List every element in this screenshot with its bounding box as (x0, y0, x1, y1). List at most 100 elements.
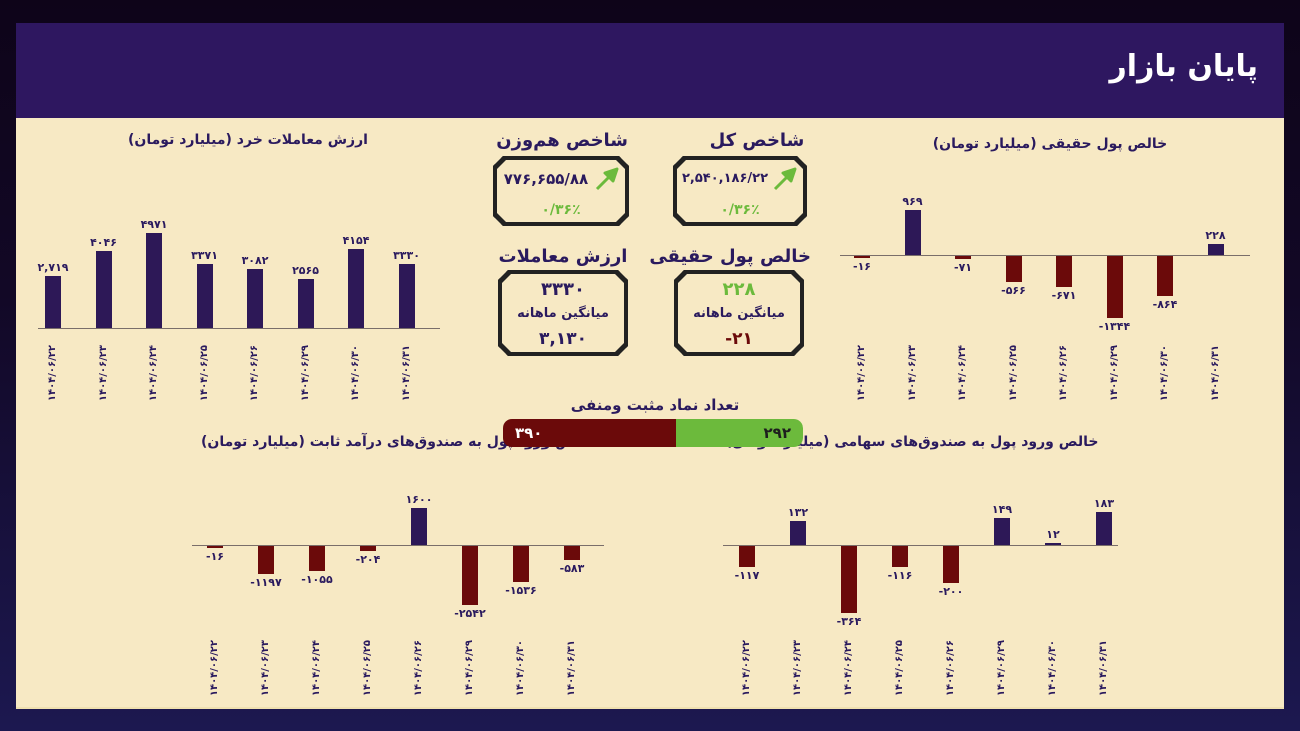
x-axis-date-label: ۱۴۰۴/۰۶/۲۶ (945, 640, 956, 697)
chart-bar (1207, 244, 1224, 255)
chart-bar (411, 507, 427, 545)
x-axis-date-label: ۱۴۰۴/۰۶/۲۵ (362, 640, 373, 697)
chart-bar (398, 264, 415, 328)
x-axis-date-label: ۱۴۰۴/۰۶/۳۱ (1209, 345, 1221, 402)
x-axis-date-label: ۱۴۰۴/۰۶/۳۱ (566, 640, 577, 697)
equal-weight-index-change: ۰/۳۶٪ (541, 202, 581, 218)
bar-value-label: ۲,۷۱۹ (37, 261, 69, 275)
total-index-change: ۰/۳۶٪ (720, 202, 760, 218)
x-axis-date-label: ۱۴۰۴/۰۶/۳۰ (515, 640, 526, 697)
total-index-title: شاخص کل (709, 130, 805, 151)
bar-value-label: -۲۰۰ (938, 584, 964, 598)
trade-value-title: ارزش معاملات (498, 246, 628, 267)
chart-title: خالص پول حقیقی (میلیارد تومان) (932, 136, 1168, 152)
x-axis-date-label: ۱۴۰۴/۰۶/۲۳ (792, 640, 803, 697)
chart-bar (790, 520, 806, 545)
bar-value-label: ۴۹۷۱ (140, 218, 168, 232)
chart-bar (297, 279, 314, 328)
bar-value-label: ۱۳۲ (787, 505, 809, 519)
x-axis-date-label: ۱۴۰۴/۰۶/۲۲ (209, 640, 220, 697)
header-bar: پایان بازار (16, 23, 1284, 118)
x-axis-date-label: ۱۴۰۴/۰۶/۲۵ (894, 640, 905, 697)
x-axis-date-label: ۱۴۰۴/۰۶/۳۱ (400, 345, 412, 402)
total-index-value: ۲,۵۴۰,۱۸۶/۲۲ (681, 171, 769, 186)
bar-value-label: -۶۷۱ (1051, 289, 1077, 302)
x-axis-date-label: ۱۴۰۴/۰۶/۲۴ (311, 640, 322, 697)
bar-value-label: -۲۵۴۲ (454, 607, 486, 621)
chart-bar (1106, 256, 1123, 319)
chart-bar (1056, 256, 1072, 287)
chart-bar (955, 256, 971, 260)
bar-value-label: -۸۶۴ (1152, 297, 1178, 311)
chart-bar (1045, 542, 1061, 545)
equal-weight-index-title: شاخص هم‌وزن (496, 130, 628, 151)
trade-value-avg-label: میانگین ماهانه (517, 306, 609, 321)
bar-value-label: -۱۱۹۷ (250, 575, 282, 589)
negative-symbols-count: ۳۹۰ (515, 424, 543, 442)
bar-value-label: -۷۱ (954, 261, 972, 275)
arrow-up-right-icon (593, 167, 619, 193)
chart-bar (196, 263, 213, 328)
x-axis-line (38, 328, 440, 329)
chart-bar (892, 546, 908, 568)
x-axis-date-label: ۱۴۰۴/۰۶/۲۴ (148, 345, 159, 402)
x-axis-date-label: ۱۴۰۴/۰۶/۲۵ (1007, 345, 1019, 402)
equity-fund-inflow-chart: خالص ورود پول به صندوق‌های سهامی (میلیار… (706, 428, 1118, 708)
symbol-ratio-bar: ۳۹۰ ۲۹۲ (503, 419, 803, 447)
real-money-value: ۲۲۸ (722, 279, 756, 300)
bar-value-label: -۱۱۶ (887, 569, 913, 583)
equal-weight-index-value: ۷۷۶,۶۵۵/۸۸ (503, 170, 589, 188)
trade-value-amount: ۳۳۳۰ (541, 279, 585, 300)
bar-value-label: ۹۶۹ (902, 195, 923, 209)
x-axis-date-label: ۱۴۰۴/۰۶/۲۲ (741, 640, 752, 697)
bar-value-label: -۱۳۴۴ (1098, 320, 1131, 334)
chart-bar (739, 546, 755, 568)
chart-title: خالص ورود پول به صندوق‌های درآمد ثابت (م… (200, 434, 596, 450)
chart-bar (207, 546, 223, 548)
x-axis-date-label: ۱۴۰۴/۰۶/۲۳ (906, 345, 918, 402)
x-axis-date-label: ۱۴۰۴/۰۶/۲۲ (856, 345, 867, 402)
trade-value-card: ۳۳۳۰ میانگین ماهانه ۳,۱۳۰ (498, 270, 628, 356)
chart-bar (841, 546, 857, 613)
x-axis-date-label: ۱۴۰۴/۰۶/۲۳ (97, 345, 109, 402)
arrow-up-right-icon (771, 167, 797, 193)
equal-weight-index-card: ۷۷۶,۶۵۵/۸۸ ۰/۳۶٪ (493, 156, 629, 226)
real-money-avg-value: -۲۱ (725, 329, 753, 349)
x-axis-line (723, 545, 1118, 546)
x-axis-date-label: ۱۴۰۴/۰۶/۲۹ (299, 345, 311, 402)
x-axis-date-label: ۱۴۰۴/۰۶/۳۱ (1098, 640, 1109, 697)
chart-bar (360, 546, 376, 551)
chart-bar (564, 546, 580, 560)
bar-value-label: ۱۶۰۰ (405, 492, 433, 506)
bar-value-label: -۵۸۳ (559, 561, 585, 575)
chart-bar (943, 546, 959, 583)
chart-bar (462, 546, 478, 606)
bar-value-label: -۱۰۵۵ (301, 572, 333, 586)
bar-value-label: -۱۵۳۶ (505, 583, 537, 597)
bar-value-label: ۱۲ (1046, 527, 1060, 541)
trade-value-avg-value: ۳,۱۳۰ (539, 329, 587, 349)
real-money-avg-label: میانگین ماهانه (693, 306, 785, 321)
x-axis-date-label: ۱۴۰۴/۰۶/۲۹ (464, 640, 475, 697)
chart-bar (247, 269, 263, 328)
bar-value-label: ۱۸۳ (1093, 496, 1115, 510)
chart-bar (45, 276, 61, 328)
chart-title: خالص ورود پول به صندوق‌های سهامی (میلیار… (725, 434, 1099, 450)
bar-value-label: ۴۱۵۴ (342, 233, 370, 247)
chart-bar (1096, 511, 1112, 545)
chart-bar (95, 250, 112, 328)
symbol-ratio-title: تعداد نماد مثبت ومنفی (570, 396, 740, 414)
real-money-net-chart: خالص پول حقیقی (میلیارد تومان) -۱۶ ۱۴۰۴/۰… (840, 128, 1250, 418)
bar-value-label: -۵۶۶ (1001, 284, 1026, 298)
chart-bar (904, 210, 921, 255)
x-axis-line (840, 255, 1250, 256)
chart-bar (513, 546, 529, 582)
bar-value-label: -۱۶ (853, 260, 871, 273)
total-index-card: ۲,۵۴۰,۱۸۶/۲۲ ۰/۳۶٪ (673, 156, 807, 226)
x-axis-line (192, 545, 604, 546)
x-axis-date-label: ۱۴۰۴/۰۶/۳۰ (1159, 345, 1170, 402)
x-axis-date-label: ۱۴۰۴/۰۶/۲۶ (1058, 345, 1069, 402)
chart-bar (146, 233, 162, 328)
x-axis-date-label: ۱۴۰۴/۰۶/۲۴ (957, 345, 968, 402)
chart-bar (994, 517, 1010, 545)
